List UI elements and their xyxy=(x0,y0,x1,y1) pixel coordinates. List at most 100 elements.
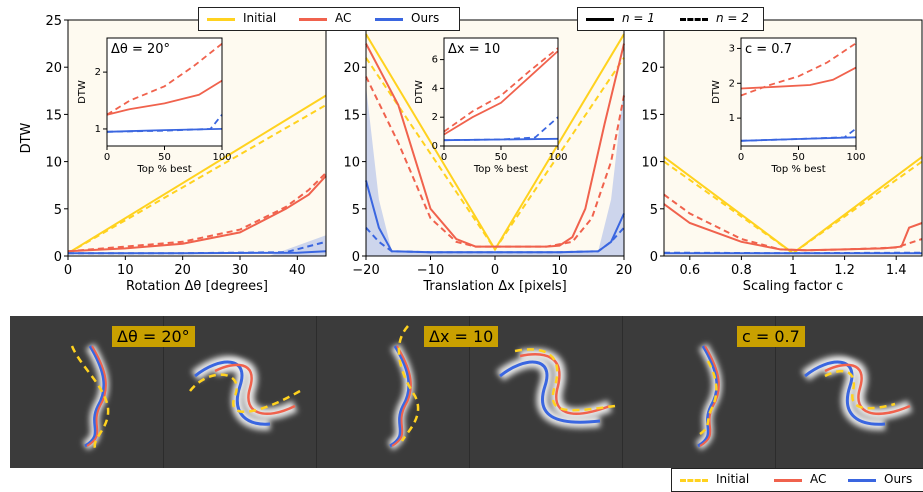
x-tick-label: 100 xyxy=(548,152,567,163)
y-tick-label: 15 xyxy=(641,108,658,123)
legend-bottom-swatch-ours xyxy=(848,479,876,482)
panel-3: 0.60.811.21.40510152025Scaling factor c0… xyxy=(641,14,923,294)
series-line-ac-n2 xyxy=(67,172,327,253)
inset-3: 0 50 100 1 2 3 Top % best DTW c = 0.7 xyxy=(711,37,866,175)
digit-glyph-6 xyxy=(801,356,913,431)
legend-label-ac: AC xyxy=(335,11,352,25)
legend-swatch-ours xyxy=(375,18,403,21)
series-line-initial-n2 xyxy=(365,57,625,252)
x-axis-label: Rotation Δθ [degrees] xyxy=(126,279,268,294)
legend-swatch-ac xyxy=(299,18,327,21)
series-line-ac-n2 xyxy=(365,76,625,248)
image-tile xyxy=(316,316,470,468)
y-tick-label: 10 xyxy=(343,156,360,171)
x-tick-label: −20 xyxy=(352,263,379,278)
series-line-ours-n1 xyxy=(443,137,559,142)
inset-label: Δx = 10 xyxy=(448,42,500,57)
y-tick-label: 2 xyxy=(729,78,735,89)
legend-swatch-n2 xyxy=(680,18,708,21)
image-tile xyxy=(10,316,164,468)
x-axis-label: Top % best xyxy=(136,164,191,175)
series-line-initial-n1 xyxy=(67,94,327,255)
legend-bottom-label-ours: Ours xyxy=(884,472,913,486)
series-line-ours-n2 xyxy=(740,127,857,142)
y-tick-label: 15 xyxy=(45,108,62,123)
y-tick-label: 10 xyxy=(641,156,658,171)
series-line-ac-n1 xyxy=(365,43,625,248)
y-axis-label: DTW xyxy=(711,80,722,104)
x-tick-label: 0 xyxy=(104,152,110,163)
legend-bottom-label-initial: Initial xyxy=(716,472,750,486)
x-axis-label: Scaling factor c xyxy=(743,279,844,294)
legend-label-ours: Ours xyxy=(411,11,440,25)
y-tick-label: 2 xyxy=(432,112,438,123)
series-line-ours-n2 xyxy=(106,114,223,133)
x-axis-label: Top % best xyxy=(770,164,825,175)
x-tick-label: 0 xyxy=(738,152,744,163)
x-tick-label: 40 xyxy=(289,263,306,278)
legend-label-n1: n = 1 xyxy=(622,11,655,25)
y-tick-label: 20 xyxy=(641,61,658,76)
series-line-ac-n1 xyxy=(67,175,327,253)
y-tick-label: 5 xyxy=(54,203,62,218)
y-tick-label: 4 xyxy=(432,83,438,94)
x-tick-label: 0 xyxy=(64,263,72,278)
overlay-image-strip: Δθ = 20° Δx = 10 c = 0.7 xyxy=(10,316,923,468)
y-axis-label: DTW xyxy=(414,80,425,104)
digit-glyph-2 xyxy=(189,356,301,431)
y-tick-label: 15 xyxy=(343,108,360,123)
legend-label-n2: n = 2 xyxy=(716,11,749,25)
digit-glyph-1 xyxy=(70,343,110,451)
x-tick-label: 100 xyxy=(846,152,865,163)
y-tick-label: 0 xyxy=(432,141,438,152)
series-line-initial-n2 xyxy=(663,160,923,255)
legend-swatch-n1 xyxy=(586,18,614,21)
digit-glyph-3 xyxy=(387,325,420,451)
image-tag-rotation: Δθ = 20° xyxy=(112,326,195,347)
image-tile xyxy=(622,316,776,468)
legend-methods: Initial AC Ours xyxy=(198,7,460,31)
plot-area xyxy=(444,38,558,146)
x-tick-label: 50 xyxy=(495,152,508,163)
x-tick-label: 10 xyxy=(117,263,134,278)
x-axis-label: Translation Δx [pixels] xyxy=(422,279,566,294)
series-line-ac-n1 xyxy=(443,50,559,136)
legend-bottom-label-ac: AC xyxy=(810,472,827,486)
x-tick-label: 20 xyxy=(616,263,633,278)
x-tick-label: 30 xyxy=(232,263,249,278)
x-tick-label: 50 xyxy=(792,152,805,163)
y-tick-label: 0 xyxy=(650,250,658,265)
x-tick-label: 10 xyxy=(551,263,568,278)
image-tile xyxy=(469,316,623,468)
x-tick-label: 0.6 xyxy=(679,263,700,278)
x-tick-label: −10 xyxy=(417,263,444,278)
series-line-ac-n1 xyxy=(106,79,223,116)
digit-glyph-4 xyxy=(496,348,616,429)
y-tick-label: 0 xyxy=(352,250,360,265)
legend-bottom-swatch-ac xyxy=(774,479,802,482)
x-tick-label: 0 xyxy=(491,263,499,278)
legend-swatch-initial xyxy=(207,18,235,21)
y-tick-label: 1 xyxy=(729,113,735,124)
image-tile xyxy=(163,316,317,468)
series-line-ours-n2 xyxy=(443,116,559,142)
x-tick-label: 0 xyxy=(441,152,447,163)
y-tick-label: 6 xyxy=(432,55,438,66)
y-tick-label: 5 xyxy=(650,203,658,218)
y-tick-label: 0 xyxy=(54,250,62,265)
x-tick-label: 1.2 xyxy=(834,263,855,278)
x-tick-label: 1 xyxy=(789,263,797,278)
x-axis-label: Top % best xyxy=(473,164,528,175)
digit-overlays xyxy=(70,325,913,451)
panel-2: −20−10010200510152025Translation Δx [pix… xyxy=(343,14,632,294)
inset-1: 0 50 100 1 2 Top % best DTW Δθ = 20° xyxy=(77,37,232,175)
series-line-ac-n2 xyxy=(443,47,559,133)
y-tick-label: 10 xyxy=(45,156,62,171)
y-tick-label: 2 xyxy=(95,67,101,78)
y-axis-label: DTW xyxy=(77,80,88,104)
y-axis-label: DTW xyxy=(19,122,34,153)
x-tick-label: 0.8 xyxy=(731,263,752,278)
y-tick-label: 25 xyxy=(45,14,62,29)
inset-label: Δθ = 20° xyxy=(111,42,170,57)
